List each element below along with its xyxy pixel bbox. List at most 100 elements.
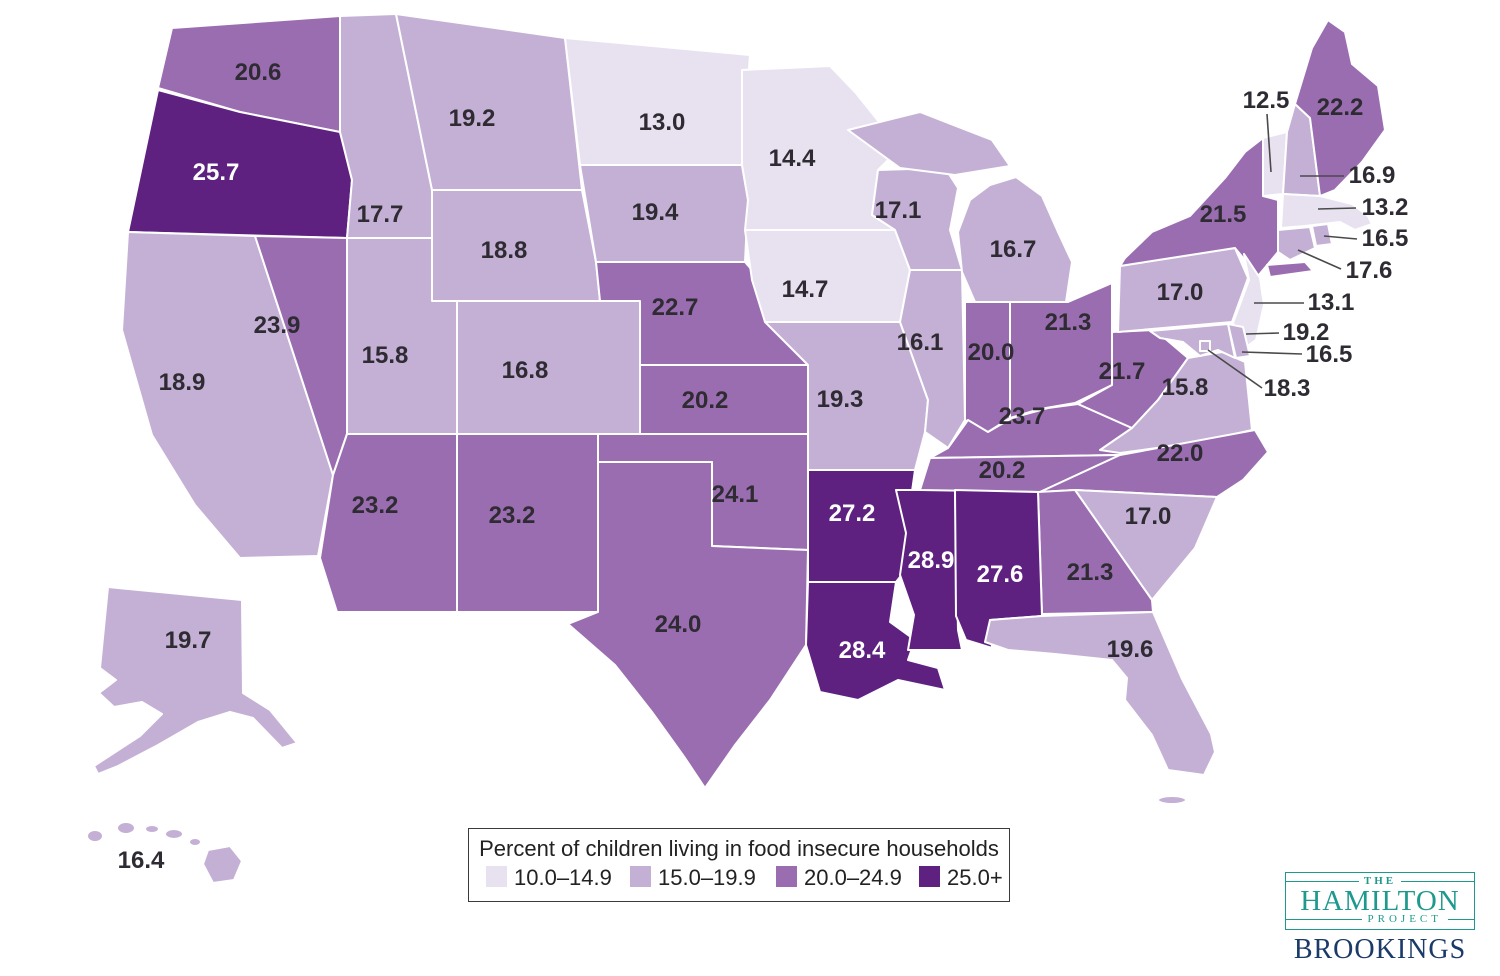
logo-rule-left (1286, 880, 1359, 882)
state-fl (984, 611, 1216, 776)
value-label-hi: 16.4 (118, 847, 165, 874)
state-ri (1311, 223, 1333, 247)
legend-swatch-bin-3 (776, 866, 797, 887)
legend-swatch-bin-2 (630, 866, 651, 887)
value-label-ca: 18.9 (159, 369, 206, 396)
value-label-ak: 19.7 (165, 627, 212, 654)
callout-label-nh: 16.9 (1349, 162, 1396, 189)
state-wi (871, 167, 963, 271)
legend-label-bin-3: 20.0–24.9 (804, 865, 902, 890)
state-la (805, 581, 946, 701)
state-ma (1280, 193, 1373, 231)
leader-line-ct (1297, 249, 1342, 270)
legend-title: Percent of children living in food insec… (479, 836, 999, 861)
logo-the-text: THE (1363, 875, 1397, 887)
state-hi-oahu (116, 821, 136, 835)
legend-label-bin-1: 10.0–14.9 (514, 865, 612, 890)
state-fl-keys (1157, 795, 1187, 805)
value-label-wv: 21.7 (1099, 358, 1146, 385)
leader-line-md (1241, 351, 1303, 355)
leader-line-ma (1317, 207, 1357, 210)
logo-rule-right (1401, 880, 1475, 882)
logo-project-row: PROJECT (1286, 913, 1474, 925)
callout-label-ct: 17.6 (1346, 257, 1393, 284)
value-label-ky: 23.7 (999, 403, 1046, 430)
state-hi-kauai (86, 829, 104, 843)
brookings-logo: BROOKINGS (1293, 934, 1467, 965)
state-co (456, 300, 641, 435)
leader-lines (1207, 113, 1358, 389)
value-label-me: 22.2 (1317, 94, 1364, 121)
value-label-in: 20.0 (968, 339, 1015, 366)
logo-project-text: PROJECT (1367, 913, 1442, 925)
value-label-sc: 17.0 (1125, 503, 1172, 530)
logo-hamilton-text: HAMILTON (1300, 885, 1460, 917)
value-label-ne: 22.7 (652, 294, 699, 321)
legend-label-bin-4: 25.0+ (947, 865, 1003, 890)
legend-swatch-bin-4 (919, 866, 940, 887)
legend-label-bin-2: 15.0–19.9 (658, 865, 756, 890)
state-md (1149, 323, 1236, 359)
state-tx (567, 461, 809, 789)
value-label-fl: 19.6 (1107, 636, 1154, 663)
state-ct (1277, 226, 1316, 261)
state-il (899, 269, 966, 449)
state-az (319, 433, 458, 613)
value-label-wa: 20.6 (235, 59, 282, 86)
leader-line-ri (1323, 235, 1358, 240)
callout-label-vt: 12.5 (1243, 87, 1290, 114)
value-label-id: 17.7 (357, 201, 404, 228)
state-dc (1199, 340, 1211, 352)
callout-label-dc: 18.3 (1264, 375, 1311, 402)
value-label-tn: 20.2 (979, 457, 1026, 484)
legend: Percent of children living in food insec… (468, 828, 1010, 902)
state-hi-big-island (202, 845, 243, 884)
value-label-co: 16.8 (502, 357, 549, 384)
callout-label-md: 16.5 (1306, 341, 1353, 368)
callout-label-ri: 16.5 (1362, 225, 1409, 252)
value-label-ut: 15.8 (362, 342, 409, 369)
value-label-or: 25.7 (193, 159, 240, 186)
value-label-tx: 24.0 (655, 611, 702, 638)
value-label-ms: 28.9 (908, 547, 955, 574)
logo-project-rule-right (1448, 918, 1474, 920)
value-label-nv: 23.9 (254, 312, 301, 339)
logo-project-rule-left (1286, 918, 1362, 920)
value-labels: 20.6 25.7 18.9 23.9 17.7 19.2 18.8 15.8 … (118, 59, 1364, 874)
state-me (1294, 19, 1386, 197)
value-label-nd: 13.0 (639, 109, 686, 136)
value-label-az: 23.2 (352, 492, 399, 519)
leader-line-vt (1266, 113, 1272, 173)
states-layer (86, 13, 1386, 884)
state-hi-molokai (144, 824, 160, 834)
state-ak (93, 586, 298, 775)
value-label-ia: 14.7 (782, 276, 829, 303)
value-label-il: 16.1 (897, 329, 944, 356)
state-hi-maui (164, 828, 184, 840)
value-label-mo: 19.3 (817, 386, 864, 413)
logo-the-row: THE (1286, 875, 1475, 887)
callout-label-de: 19.2 (1283, 319, 1330, 346)
state-hi (86, 821, 243, 884)
callout-labels: 12.5 16.9 13.2 16.5 17.6 13.1 19.2 16.5 … (1243, 87, 1409, 402)
value-label-ks: 20.2 (682, 387, 729, 414)
state-mi-upper-peninsula (847, 111, 1011, 176)
state-ny-long-island (1266, 261, 1314, 278)
value-label-la: 28.4 (839, 637, 886, 664)
value-label-nc: 22.0 (1157, 440, 1204, 467)
leader-line-de (1245, 332, 1280, 335)
value-label-wi: 17.1 (875, 197, 922, 224)
hamilton-project-logo: THE HAMILTON PROJECT (1285, 872, 1475, 930)
value-label-pa: 17.0 (1157, 279, 1204, 306)
value-label-mi: 16.7 (990, 236, 1037, 263)
value-label-ga: 21.3 (1067, 559, 1114, 586)
value-label-mt: 19.2 (449, 105, 496, 132)
state-nd (564, 37, 751, 166)
value-label-oh: 21.3 (1045, 309, 1092, 336)
value-label-ar: 27.2 (829, 500, 876, 527)
state-hi-lanai (188, 837, 202, 847)
value-label-wy: 18.8 (481, 237, 528, 264)
value-label-va: 15.8 (1162, 374, 1209, 401)
